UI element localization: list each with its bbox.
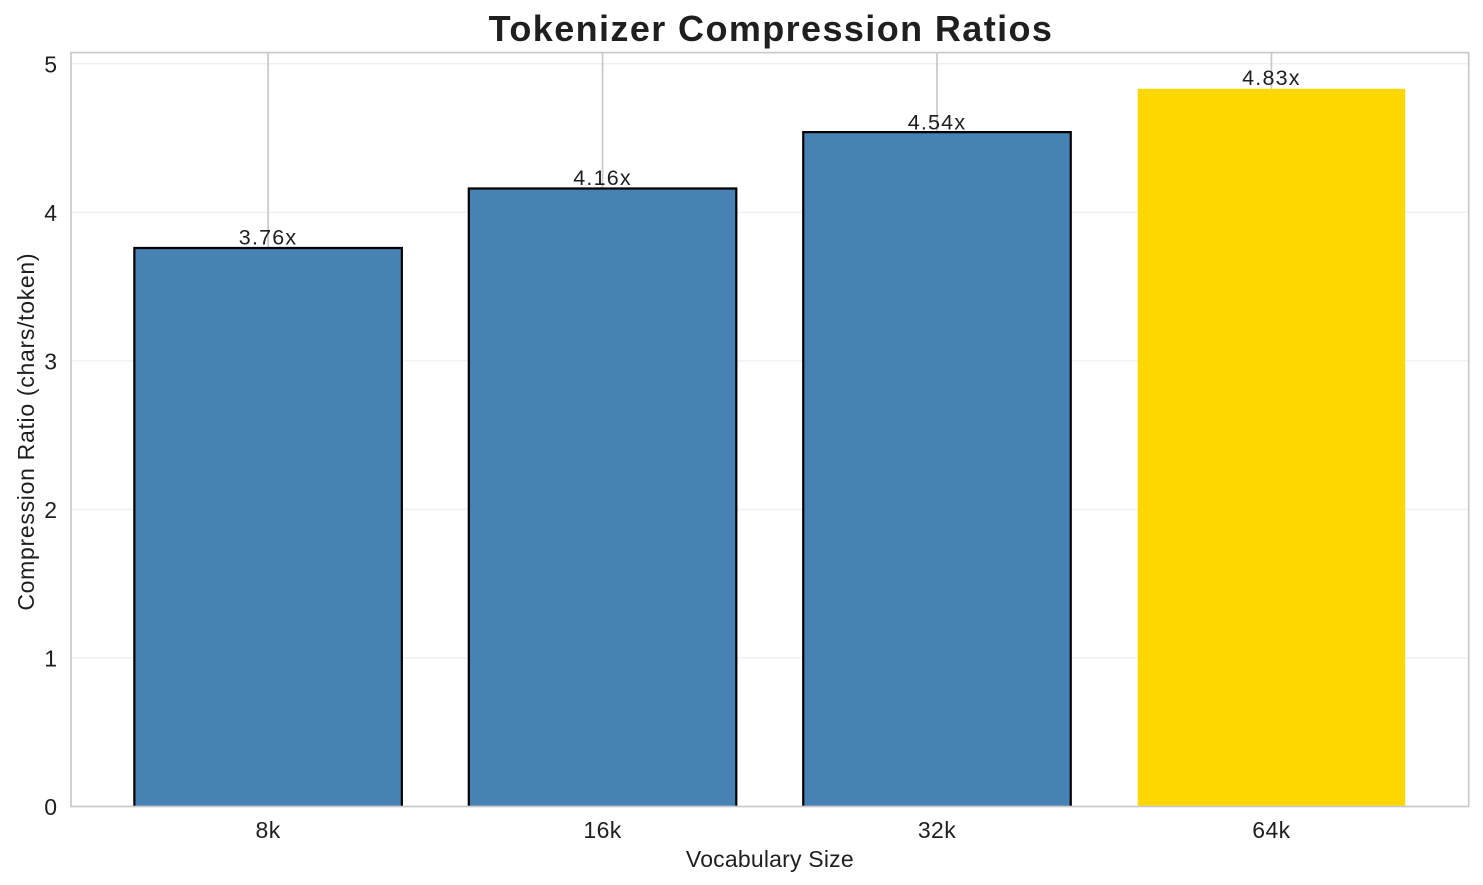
- svg-text:1: 1: [44, 645, 57, 671]
- svg-text:Compression Ratio (chars/token: Compression Ratio (chars/token): [13, 253, 39, 611]
- svg-text:3: 3: [44, 348, 57, 374]
- svg-text:Tokenizer Compression Ratios: Tokenizer Compression Ratios: [489, 8, 1054, 49]
- svg-text:0: 0: [44, 794, 57, 820]
- svg-text:4.83x: 4.83x: [1242, 66, 1301, 90]
- svg-text:3.76x: 3.76x: [239, 225, 298, 249]
- svg-text:Vocabulary Size: Vocabulary Size: [686, 846, 854, 872]
- svg-text:32k: 32k: [918, 817, 956, 843]
- svg-text:16k: 16k: [583, 817, 621, 843]
- svg-text:4: 4: [44, 200, 57, 226]
- svg-text:5: 5: [44, 51, 57, 77]
- svg-text:4.16x: 4.16x: [573, 166, 632, 190]
- svg-text:64k: 64k: [1252, 817, 1290, 843]
- svg-text:4.54x: 4.54x: [908, 110, 967, 134]
- svg-text:2: 2: [44, 497, 57, 523]
- svg-text:8k: 8k: [256, 817, 281, 843]
